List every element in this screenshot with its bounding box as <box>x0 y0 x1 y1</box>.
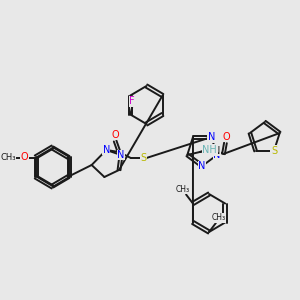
Text: S: S <box>271 146 277 156</box>
Text: CH₃: CH₃ <box>176 185 190 194</box>
Text: CH₃: CH₃ <box>0 153 16 162</box>
Text: H: H <box>209 145 216 155</box>
Text: N: N <box>199 161 206 171</box>
Text: N: N <box>213 146 220 156</box>
Text: O: O <box>223 132 230 142</box>
Text: O: O <box>21 152 28 163</box>
Text: N: N <box>103 145 110 155</box>
Text: S: S <box>140 153 147 163</box>
Text: N: N <box>213 150 221 160</box>
Text: N: N <box>208 132 215 142</box>
Text: NH: NH <box>202 145 217 155</box>
Text: CH₃: CH₃ <box>212 214 226 223</box>
Text: F: F <box>130 97 135 106</box>
Text: N: N <box>117 150 125 160</box>
Text: O: O <box>111 130 119 140</box>
